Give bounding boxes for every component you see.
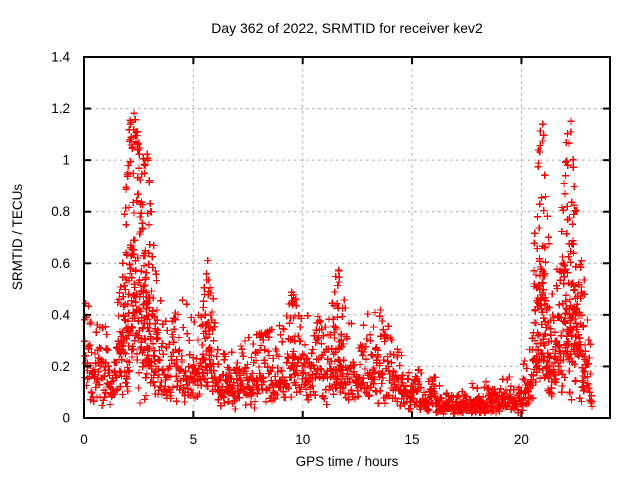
gridlines <box>84 57 610 418</box>
x-tick-labels: 0 5 10 15 20 <box>80 432 529 447</box>
y-tick-labels: 0 0.2 0.4 0.6 0.8 1 1.2 1.4 <box>51 50 70 426</box>
y-tick-label: 0.2 <box>51 359 70 374</box>
x-tick-label: 0 <box>80 432 88 447</box>
y-tick-label: 1 <box>62 153 70 168</box>
y-tick-label: 0.6 <box>51 256 70 271</box>
y-tick-label: 0.4 <box>51 307 70 322</box>
y-tick-label: 0.8 <box>51 204 70 219</box>
x-tick-label: 10 <box>295 432 310 447</box>
y-axis-label: SRMTID / TECUs <box>10 184 25 291</box>
y-tick-label: 1.4 <box>51 50 70 65</box>
x-axis-label: GPS time / hours <box>296 454 399 469</box>
y-tick-label: 0 <box>62 411 70 426</box>
chart-title: Day 362 of 2022, SRMTID for receiver kev… <box>211 20 483 36</box>
x-tick-label: 5 <box>190 432 198 447</box>
x-tick-label: 20 <box>514 432 529 447</box>
x-tick-label: 15 <box>405 432 420 447</box>
tick-marks <box>83 56 610 419</box>
y-tick-label: 1.2 <box>51 101 70 116</box>
plot-border <box>83 56 611 419</box>
